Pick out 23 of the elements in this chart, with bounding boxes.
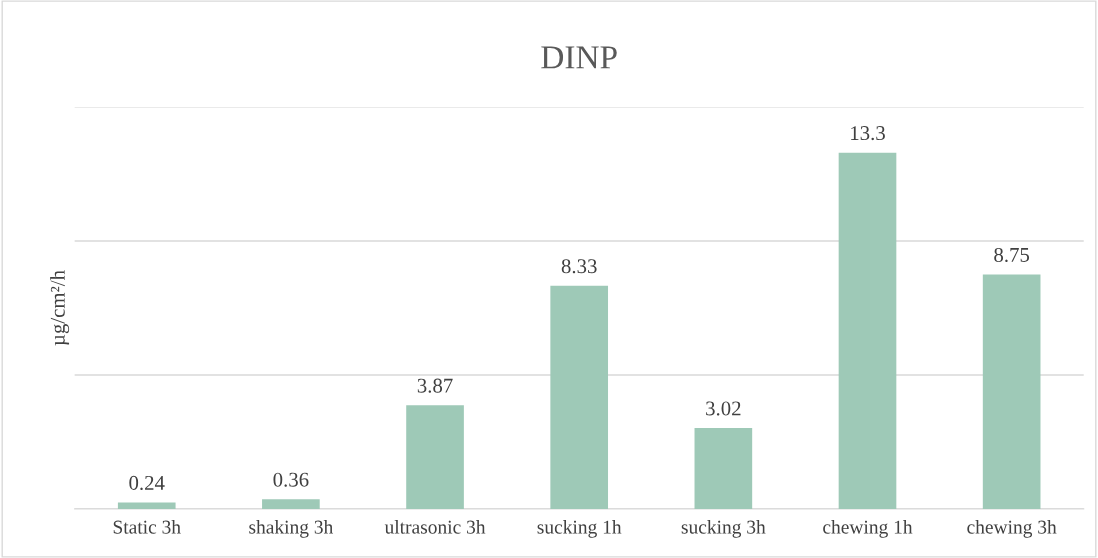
bar (982, 274, 1041, 509)
bar (550, 285, 609, 509)
bar (262, 499, 320, 509)
data-label: 3.87 (417, 378, 453, 393)
data-label: 8.75 (994, 247, 1030, 263)
data-label: 0.36 (273, 472, 309, 487)
x-tick-label: Static 3h (113, 520, 181, 534)
data-label: 3.02 (706, 401, 741, 416)
x-tick-label: sucking 3h (681, 520, 766, 538)
data-label: 8.33 (561, 259, 597, 274)
x-tick-label: sucking 1h (537, 520, 622, 538)
y-axis-title: µg/cm²/h (50, 270, 70, 346)
x-tick-label: chewing 3h (967, 520, 1057, 538)
x-tick-label: shaking 3h (249, 520, 334, 538)
x-tick-label: chewing 1h (823, 520, 913, 538)
chart-title: DINP (541, 46, 617, 69)
bar (117, 502, 176, 509)
bar (406, 405, 464, 509)
bar (694, 428, 753, 509)
data-label: 0.24 (129, 475, 165, 490)
x-tick-label: ultrasonic 3h (384, 520, 486, 534)
bar (838, 152, 897, 509)
data-label: 13.3 (851, 126, 885, 141)
